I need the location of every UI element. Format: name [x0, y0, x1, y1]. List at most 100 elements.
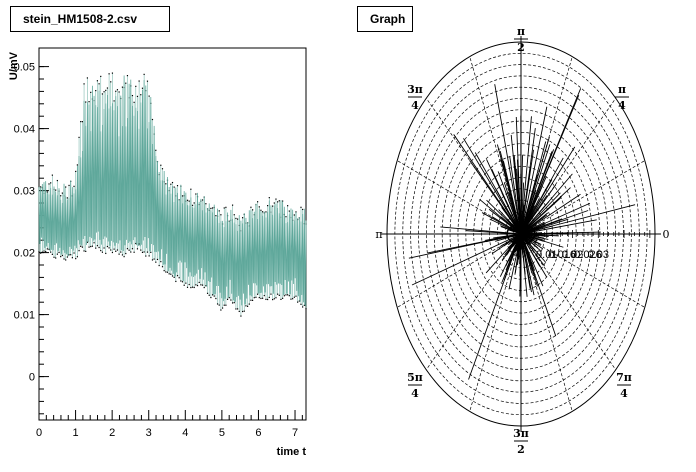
error-bar-cap: [268, 296, 270, 299]
error-bar-cap: [283, 295, 285, 297]
polar-spoke: [520, 233, 645, 308]
error-bar-cap: [211, 207, 214, 209]
error-bar-cap: [148, 95, 150, 97]
error-bar-cap: [103, 247, 105, 249]
error-bar-cap: [258, 296, 260, 299]
error-bar-cap: [106, 245, 109, 248]
error-bar-cap: [76, 256, 78, 258]
angle-label-numerator: 5π: [407, 371, 423, 384]
polar-spike: [520, 233, 564, 248]
polar-spike: [520, 187, 542, 235]
error-bar-cap: [176, 185, 179, 187]
polar-spoke: [469, 233, 522, 412]
error-bar-cap: [50, 182, 52, 184]
error-bar-cap: [148, 255, 150, 257]
error-bar-cap: [223, 304, 225, 306]
y-tick-label: 0: [29, 372, 35, 384]
polar-center-cluster: [506, 223, 536, 245]
error-bar-cap: [170, 183, 172, 185]
error-bar-cap: [108, 73, 110, 75]
error-bar-cap: [191, 286, 194, 288]
error-bar-cap: [83, 250, 85, 252]
error-bar-cap: [51, 253, 53, 255]
error-bar-cap: [110, 81, 112, 83]
error-bar-cap: [133, 101, 135, 103]
error-bar-cap: [231, 204, 234, 206]
error-bar-cap: [115, 250, 117, 252]
error-bar-cap: [173, 186, 175, 188]
y-tick-label: 0.05: [14, 62, 35, 74]
error-bar-cap: [267, 205, 269, 207]
error-bar-cap: [90, 91, 92, 93]
error-bar-cap: [135, 85, 137, 87]
error-bar-cap: [275, 297, 277, 299]
error-bar-cap: [226, 298, 229, 300]
error-bar-cap: [173, 276, 175, 278]
error-bar-cap: [55, 189, 57, 191]
polar-spike: [427, 233, 522, 254]
error-bar-cap: [196, 284, 199, 287]
error-bar-cap: [195, 193, 197, 195]
error-bar-cap: [53, 256, 55, 258]
polar-spike: [498, 201, 522, 235]
error-bar-cap: [40, 252, 42, 254]
angle-label-denominator: 2: [517, 443, 525, 456]
angle-label: 0: [663, 228, 670, 241]
error-bar-cap: [66, 256, 68, 258]
error-bar-cap: [168, 273, 170, 275]
angle-label-denominator: 4: [411, 387, 419, 400]
error-bar-cap: [171, 275, 174, 277]
error-bar-cap: [201, 199, 204, 201]
error-bar-cap: [116, 89, 119, 91]
error-bar-cap: [250, 299, 252, 301]
error-bar-cap: [241, 310, 244, 313]
error-bar-cap: [88, 246, 90, 248]
polar-spike: [491, 169, 522, 235]
error-bar-cap: [250, 206, 252, 208]
error-bar-cap: [280, 298, 282, 301]
y-axis-title: U/mV: [8, 51, 20, 80]
polar-spike: [520, 219, 597, 235]
error-bar-cap: [101, 251, 104, 253]
left-chart-title: stein_HM1508-2.csv: [10, 6, 170, 32]
error-bar-cap: [205, 285, 207, 287]
error-bar-cap: [56, 179, 58, 182]
error-bar-cap: [48, 183, 50, 185]
error-bar-cap: [263, 294, 265, 297]
polar-spoke: [520, 160, 645, 235]
error-bar-cap: [48, 248, 50, 250]
error-bar-cap: [81, 121, 83, 123]
error-bar-cap: [131, 94, 134, 97]
polar-spike: [520, 157, 564, 235]
polar-spike: [520, 106, 548, 235]
error-bar-cap: [200, 284, 202, 286]
angle-label-numerator: π: [618, 83, 626, 96]
error-bar-cap: [50, 251, 52, 253]
error-bar-cap: [83, 83, 85, 85]
error-bar-cap: [255, 296, 257, 298]
error-bar-cap: [111, 72, 114, 74]
error-bar-cap: [253, 297, 255, 299]
error-bar-cap: [160, 164, 162, 166]
error-bar-cap: [51, 174, 53, 176]
error-bar-cap: [116, 249, 119, 251]
polar-spike: [520, 88, 582, 235]
polar-spike: [520, 233, 557, 337]
error-bar-cap: [151, 118, 154, 121]
error-bar-cap: [178, 277, 180, 279]
error-bar-cap: [300, 206, 302, 208]
error-bar-cap: [243, 310, 245, 312]
error-bar-cap: [108, 247, 110, 249]
error-bar-cap: [270, 293, 272, 295]
error-bar-cap: [292, 298, 294, 300]
error-bar-cap: [223, 207, 225, 209]
error-bar-cap: [273, 298, 275, 300]
error-bar-cap: [121, 86, 124, 88]
error-bar-cap: [285, 216, 287, 218]
error-bar-cap: [113, 100, 115, 102]
error-bar-cap: [80, 120, 82, 123]
error-bar-cap: [225, 206, 227, 208]
error-bar-cap: [241, 217, 244, 219]
error-bar-cap: [221, 307, 224, 309]
polar-spike: [499, 233, 522, 277]
